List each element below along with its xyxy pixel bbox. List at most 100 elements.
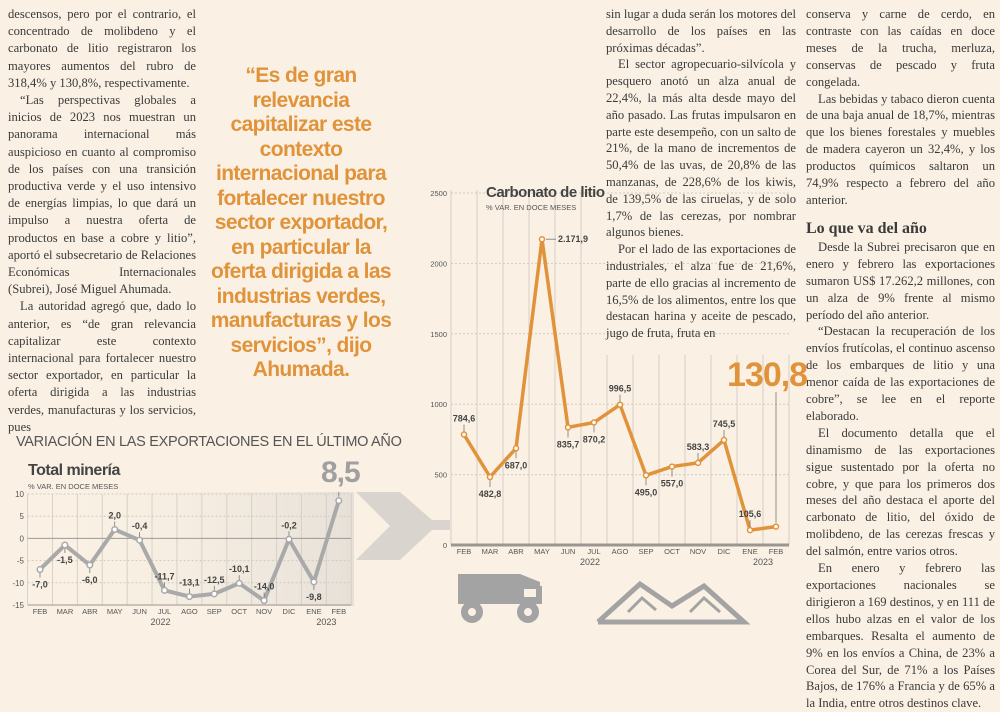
x-tick-label: MAY xyxy=(534,547,550,556)
data-point xyxy=(694,459,702,467)
data-label: 495,0 xyxy=(635,487,658,497)
x-tick-label: JUL xyxy=(587,547,600,556)
paragraph: El documento detalla que el dinamismo de… xyxy=(806,425,995,559)
y-tick-label: 500 xyxy=(434,471,447,480)
paragraph: El sector agropecuario-silvícola y pesqu… xyxy=(606,57,796,240)
x-tick-label: FEB xyxy=(457,547,472,556)
data-point xyxy=(668,463,676,470)
data-point xyxy=(136,536,144,544)
data-label: -0,4 xyxy=(132,521,148,531)
y-tick-label: -15 xyxy=(12,601,24,610)
data-label: 835,7 xyxy=(557,439,580,449)
x-tick-label: AGO xyxy=(181,607,198,616)
data-point xyxy=(335,497,343,505)
y-tick-label: 0 xyxy=(443,541,447,550)
data-label: -13,1 xyxy=(179,578,200,588)
data-label: -6,0 xyxy=(82,575,98,585)
data-point xyxy=(310,578,318,586)
paragraph: “Las perspectivas globales a inicios de … xyxy=(8,93,196,297)
article-column-4: conserva y carne de cerdo, en contraste … xyxy=(806,6,995,712)
paragraph: “Destacan la recuperación de los envíos … xyxy=(806,324,995,423)
x-tick-label: ABR xyxy=(508,547,524,556)
data-point xyxy=(185,593,193,601)
data-point xyxy=(616,401,624,408)
dump-truck-icon xyxy=(458,574,542,623)
x-tick-label: NOV xyxy=(256,607,272,616)
connector-arrow xyxy=(356,492,450,560)
article-column-3: sin lugar a duda serán los motores del d… xyxy=(606,6,796,342)
year-label: 2023 xyxy=(316,617,336,627)
data-label: -9,8 xyxy=(306,592,322,602)
y-tick-label: 2500 xyxy=(430,189,447,198)
data-point xyxy=(86,561,94,569)
x-tick-label: MAY xyxy=(107,607,123,616)
y-tick-label: 1500 xyxy=(430,330,447,339)
data-label: 583,3 xyxy=(687,442,710,452)
lithium-chart-title: Carbonato de litio xyxy=(486,184,605,201)
x-tick-label: FEB xyxy=(332,607,347,616)
y-tick-label: 2000 xyxy=(430,259,447,268)
data-label: -12,5 xyxy=(204,575,225,585)
data-label: -10,1 xyxy=(229,564,250,574)
lithium-chart-subtitle: % VAR. EN DOCE MESES xyxy=(486,203,577,212)
data-point xyxy=(538,235,546,243)
data-label: 2.171,9 xyxy=(558,234,588,244)
x-tick-label: OCT xyxy=(231,607,247,616)
data-point xyxy=(486,473,494,481)
data-point xyxy=(746,526,754,534)
x-tick-label: OCT xyxy=(664,547,680,556)
x-tick-label: MAR xyxy=(482,547,499,556)
y-tick-label: 10 xyxy=(15,490,24,499)
x-tick-label: JUL xyxy=(158,607,171,616)
data-point xyxy=(111,525,119,534)
infographic-graphics: 10 5 0 -5 -10 -15 FEB MAR ABR MAY JUN JUL AGO SEP OCT N… xyxy=(12,189,790,627)
data-point xyxy=(590,419,598,426)
mining-latest-value: 8,5 xyxy=(321,456,361,489)
paragraph: conserva y carne de cerdo, en contraste … xyxy=(806,7,995,89)
y-tick-label: 0 xyxy=(20,534,25,543)
data-point xyxy=(460,431,468,438)
data-point xyxy=(61,541,69,549)
data-label: 482,8 xyxy=(479,489,502,499)
x-tick-label: ENE xyxy=(742,547,757,556)
paragraph: sin lugar a duda serán los motores del d… xyxy=(606,7,796,55)
data-label: 784,6 xyxy=(453,414,476,424)
data-point xyxy=(720,436,728,444)
paragraph: Las bebidas y tabaco dieron cuenta de un… xyxy=(806,91,995,207)
x-tick-label: ABR xyxy=(82,607,98,616)
article-column-1: descensos, pero por el contrario, el con… xyxy=(8,6,196,436)
year-label: 2022 xyxy=(150,617,170,627)
pull-quote: “Es de gran relevancia capitalizar este … xyxy=(210,64,392,381)
infographic-heading: VARIACIÓN EN LAS EXPORTACIONES EN EL ÚLT… xyxy=(16,434,402,450)
lithium-chart: 2500 2000 1500 1000 500 0 FEB MAR ABR MAY JUN JUL AG… xyxy=(430,189,790,567)
data-label: 870,2 xyxy=(583,434,606,444)
data-point xyxy=(285,535,293,543)
year-label: 2023 xyxy=(753,557,773,567)
x-tick-label: DIC xyxy=(718,547,732,556)
paragraph: La autoridad agregó que, dado lo anterio… xyxy=(8,299,196,434)
data-point xyxy=(160,586,169,594)
paragraph: Por el lado de las exportaciones de indu… xyxy=(606,242,796,341)
y-tick-label: -10 xyxy=(12,579,24,588)
subheading: Lo que va del año xyxy=(806,219,927,237)
x-tick-label: MAR xyxy=(57,607,74,616)
paragraph: Desde la Subrei precisaron que en enero … xyxy=(806,239,995,322)
data-label: -7,0 xyxy=(32,579,48,589)
data-label: -14,0 xyxy=(254,582,275,592)
y-tick-label: -5 xyxy=(17,557,25,566)
data-point xyxy=(36,565,44,574)
data-label: -11,7 xyxy=(154,571,174,581)
mining-chart-subtitle: % VAR. EN DOCE MESES xyxy=(28,482,119,491)
lithium-latest-value: 130,8 xyxy=(727,356,808,394)
mining-plot-shading xyxy=(28,492,354,606)
mountains-icon xyxy=(596,580,751,625)
data-label: 745,5 xyxy=(713,419,736,429)
x-tick-label: NOV xyxy=(690,547,706,556)
mining-chart-title: Total minería xyxy=(28,462,120,479)
x-tick-label: AGO xyxy=(612,547,629,556)
x-tick-label: JUN xyxy=(561,547,576,556)
data-point xyxy=(235,579,243,587)
data-point xyxy=(772,523,780,530)
data-point xyxy=(260,597,268,605)
x-tick-label: DIC xyxy=(283,607,297,616)
